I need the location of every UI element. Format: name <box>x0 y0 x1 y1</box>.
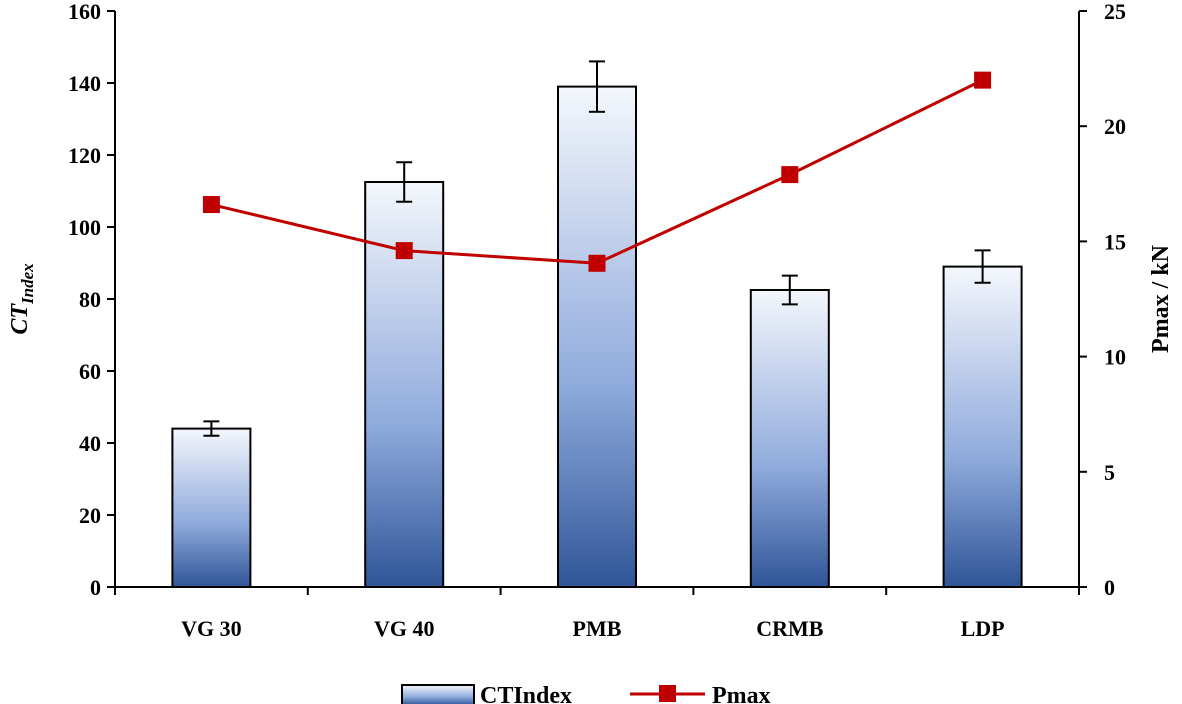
bar-ldp <box>942 265 1023 588</box>
legend-label-ctindex: CTIndex <box>480 683 572 704</box>
legend-label-pmax: Pmax <box>712 683 771 704</box>
pmax-point-crmb <box>781 166 799 184</box>
y-right-axis-title: Pmax / kN <box>1148 244 1174 353</box>
y-left-tick-label: 60 <box>79 359 101 384</box>
y-left-tick-label: 20 <box>79 503 101 528</box>
pmax-point-vg-40 <box>395 242 413 260</box>
pmax-point-pmb <box>588 254 606 272</box>
bars-layer <box>171 85 1023 588</box>
y-left-tick-label: 0 <box>90 575 101 600</box>
x-tick-label: CRMB <box>756 616 824 641</box>
y-left-tick-label: 140 <box>68 71 101 96</box>
y-right-tick-label: 0 <box>1104 575 1115 600</box>
y-left-tick-label: 100 <box>68 215 101 240</box>
y-right-tick-label: 10 <box>1104 345 1126 370</box>
legend-marker-pmax <box>659 685 676 702</box>
pmax-point-vg-30 <box>202 196 220 214</box>
pmax-point-ldp <box>974 71 992 89</box>
y-left-axis-subscript: Index <box>18 263 37 305</box>
x-tick-label: PMB <box>573 616 622 641</box>
bar-crmb <box>749 289 830 588</box>
y-left-tick-label: 160 <box>68 0 101 24</box>
y-left-tick-label: 120 <box>68 143 101 168</box>
x-tick-label: VG 40 <box>374 616 435 641</box>
y-left-axis-title: CTIndex <box>7 263 37 335</box>
legend-swatch-ctindex <box>401 684 475 704</box>
y-right-tick-label: 20 <box>1104 114 1126 139</box>
line-layer <box>202 71 992 272</box>
x-tick-label: VG 30 <box>181 616 242 641</box>
y-left-tick-label: 40 <box>79 431 101 456</box>
y-right-tick-label: 25 <box>1104 0 1126 24</box>
y-right-tick-label: 5 <box>1104 460 1115 485</box>
x-tick-label: LDP <box>961 616 1005 641</box>
errors-layer <box>203 60 991 437</box>
bar-pmb <box>557 85 637 588</box>
y-left-tick-label: 80 <box>79 287 101 312</box>
ticks-layer: 0 20 40 60 80 100 120 140 160 0 5 10 15 20 25 VG 30 VG 4… <box>68 0 1126 641</box>
bar-vg-30 <box>171 427 252 588</box>
y-right-tick-label: 15 <box>1104 229 1126 254</box>
legend: CTIndex Pmax <box>401 683 771 704</box>
